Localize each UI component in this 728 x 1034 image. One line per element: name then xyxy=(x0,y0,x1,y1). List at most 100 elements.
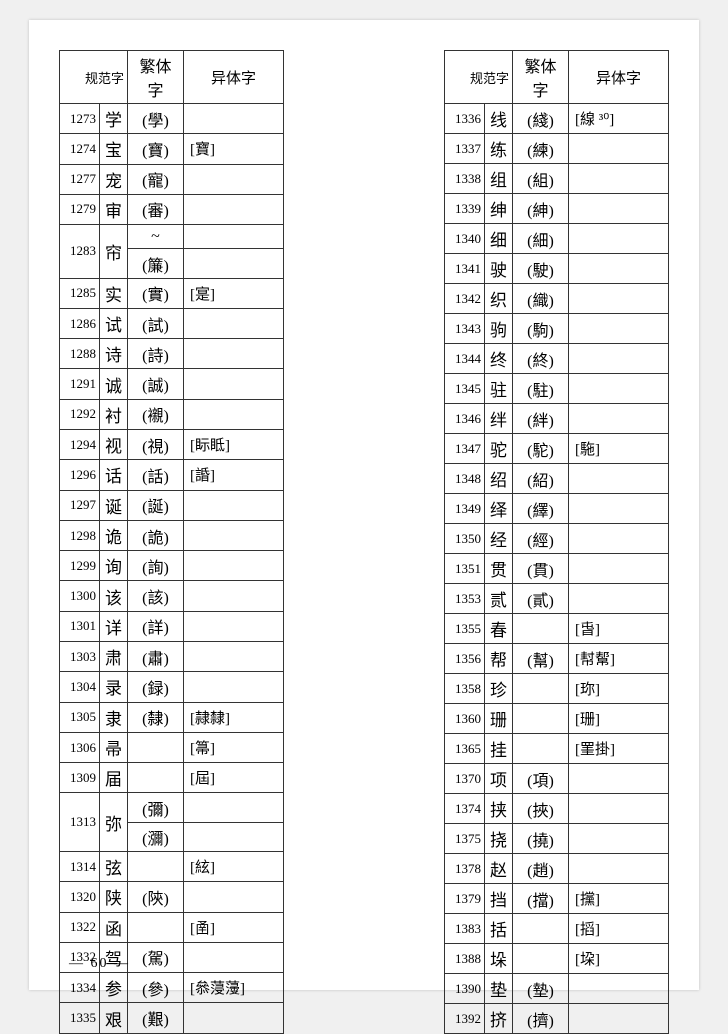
cell-ftz xyxy=(513,914,569,944)
cell-ftz: (貫) xyxy=(513,554,569,584)
cell-ftz: (紹) xyxy=(513,464,569,494)
cell-ftz xyxy=(128,912,184,942)
left-table: 规范字 繁体字 异体字 1273学(學)1274宝(寶)[寶]1277宠(寵)1… xyxy=(59,50,284,1034)
cell-ytz: [諙] xyxy=(184,460,284,490)
cell-ytz xyxy=(184,339,284,369)
cell-gfz: 试 xyxy=(100,308,128,338)
cell-ytz xyxy=(184,249,284,278)
cell-num: 1343 xyxy=(445,314,485,344)
cell-gfz: 参 xyxy=(100,973,128,1003)
cell-gfz: 终 xyxy=(485,344,513,374)
cell-gfz: 挤 xyxy=(485,1004,513,1034)
cell-ftz: (實) xyxy=(128,278,184,308)
cell-num: 1274 xyxy=(60,134,100,164)
table-row: 1297诞(誕) xyxy=(60,490,284,520)
table-row: 1283帘~ xyxy=(60,225,284,249)
cell-gfz: 组 xyxy=(485,164,513,194)
cell-gfz: 艰 xyxy=(100,1003,128,1034)
cell-ftz: (該) xyxy=(128,581,184,611)
table-header-row: 规范字 繁体字 异体字 xyxy=(445,51,669,104)
cell-num: 1292 xyxy=(60,399,100,429)
table-row: 1336线(綫)[線 ³⁰] xyxy=(445,104,669,134)
cell-ytz: [屆] xyxy=(184,763,284,793)
table-row: 1347驼(駝)[駞] xyxy=(445,434,669,464)
cell-ytz: [駞] xyxy=(569,434,669,464)
cell-num: 1342 xyxy=(445,284,485,314)
cell-ftz: (寶) xyxy=(128,134,184,164)
table-row: 1345驻(駐) xyxy=(445,374,669,404)
cell-ftz xyxy=(513,734,569,764)
table-row: 1349绎(繹) xyxy=(445,494,669,524)
cell-ftz: (駛) xyxy=(513,254,569,284)
cell-gfz: 届 xyxy=(100,763,128,793)
table-row: 1294视(視)[眎眡] xyxy=(60,430,284,460)
cell-ftz: (艱) xyxy=(128,1003,184,1034)
cell-gfz: 春 xyxy=(485,614,513,644)
cell-ftz: (詩) xyxy=(128,339,184,369)
cell-num: 1304 xyxy=(60,672,100,702)
table-row: 1306帚[箒] xyxy=(60,732,284,762)
cell-gfz: 垛 xyxy=(485,944,513,974)
cell-ftz: (瀰) xyxy=(128,822,184,851)
table-row: 1346绊(絆) xyxy=(445,404,669,434)
cell-num: 1283 xyxy=(60,225,100,279)
table-row: 1274宝(寶)[寶] xyxy=(60,134,284,164)
cell-num: 1344 xyxy=(445,344,485,374)
cell-num: 1299 xyxy=(60,551,100,581)
cell-ytz xyxy=(569,584,669,614)
cell-gfz: 练 xyxy=(485,134,513,164)
cell-num: 1390 xyxy=(445,974,485,1004)
cell-ytz xyxy=(569,194,669,224)
cell-ftz: (絆) xyxy=(513,404,569,434)
cell-gfz: 项 xyxy=(485,764,513,794)
cell-gfz: 驼 xyxy=(485,434,513,464)
document-page: 规范字 繁体字 异体字 1273学(學)1274宝(寶)[寶]1277宠(寵)1… xyxy=(29,20,699,990)
cell-ftz: (駐) xyxy=(513,374,569,404)
page-number: 60 xyxy=(91,956,109,971)
cell-gfz: 询 xyxy=(100,551,128,581)
cell-gfz: 赵 xyxy=(485,854,513,884)
cell-ytz xyxy=(184,104,284,134)
table-row: 1334参(參)[叅蓡薓] xyxy=(60,973,284,1003)
cell-gfz: 细 xyxy=(485,224,513,254)
cell-ftz: (趙) xyxy=(513,854,569,884)
cell-ftz: (幫) xyxy=(513,644,569,674)
table-row: 1388垛[垜] xyxy=(445,944,669,974)
cell-ytz xyxy=(184,793,284,822)
cell-gfz: 挟 xyxy=(485,794,513,824)
cell-ytz xyxy=(184,822,284,851)
cell-ftz xyxy=(128,763,184,793)
table-row: 1337练(練) xyxy=(445,134,669,164)
cell-gfz: 绅 xyxy=(485,194,513,224)
cell-num: 1288 xyxy=(60,339,100,369)
cell-ytz xyxy=(184,942,284,972)
table-row: 1292衬(襯) xyxy=(60,399,284,429)
cell-gfz: 珊 xyxy=(485,704,513,734)
cell-num: 1388 xyxy=(445,944,485,974)
cell-ytz xyxy=(569,494,669,524)
cell-num: 1345 xyxy=(445,374,485,404)
cell-ftz: (駕) xyxy=(128,942,184,972)
cell-gfz: 挡 xyxy=(485,884,513,914)
cell-num: 1286 xyxy=(60,308,100,338)
cell-ytz xyxy=(569,254,669,284)
table-row: 1392挤(擠) xyxy=(445,1004,669,1034)
cell-ytz xyxy=(569,374,669,404)
cell-num: 1349 xyxy=(445,494,485,524)
cell-num: 1378 xyxy=(445,854,485,884)
cell-gfz: 驻 xyxy=(485,374,513,404)
cell-ytz: [隷隸] xyxy=(184,702,284,732)
table-row: 1350经(經) xyxy=(445,524,669,554)
table-row: 1375挠(撓) xyxy=(445,824,669,854)
cell-gfz: 详 xyxy=(100,611,128,641)
cell-ftz: (視) xyxy=(128,430,184,460)
cell-gfz: 绊 xyxy=(485,404,513,434)
cell-num: 1358 xyxy=(445,674,485,704)
cell-num: 1339 xyxy=(445,194,485,224)
cell-gfz: 挂 xyxy=(485,734,513,764)
cell-ftz: (録) xyxy=(128,672,184,702)
cell-ftz: (彌) xyxy=(128,793,184,822)
table-row: 1340细(細) xyxy=(445,224,669,254)
cell-gfz: 驹 xyxy=(485,314,513,344)
table-row: 1356帮(幫)[幇幚] xyxy=(445,644,669,674)
